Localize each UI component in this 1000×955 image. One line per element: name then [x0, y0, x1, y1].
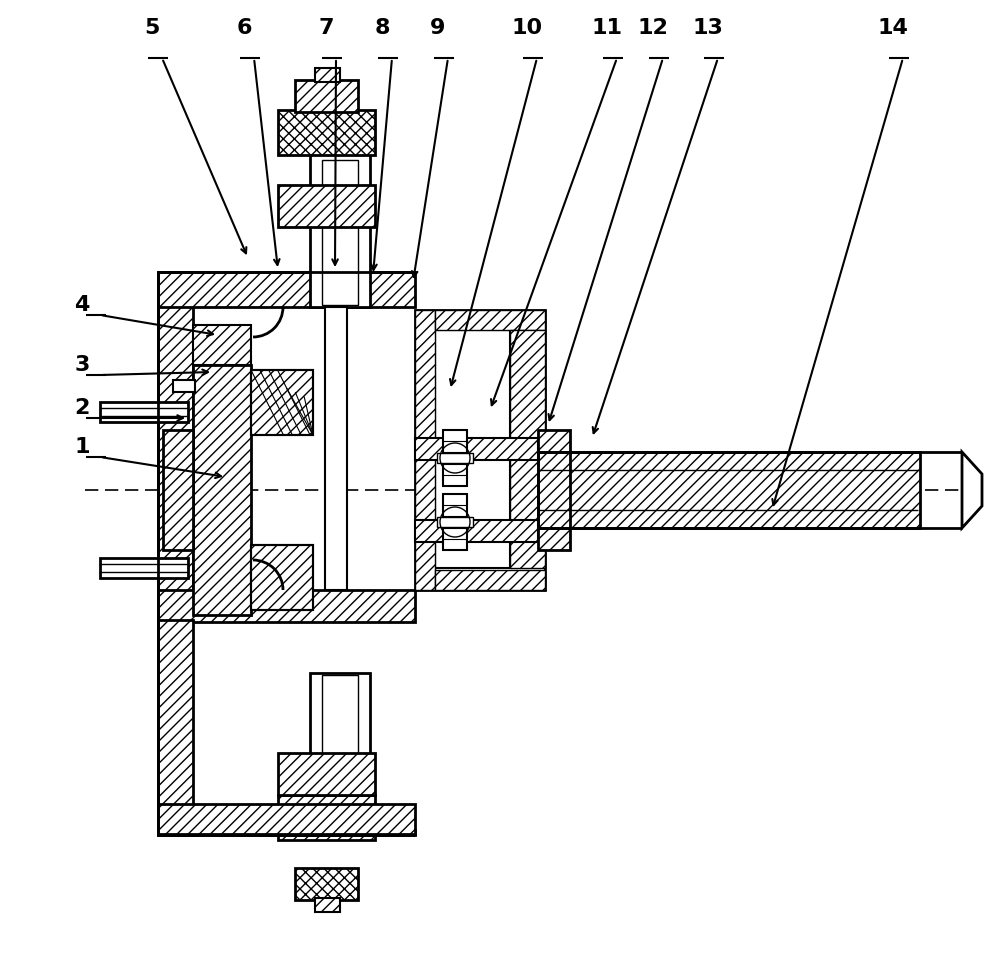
Bar	[251, 545, 313, 610]
Bar	[325, 307, 347, 590]
Bar	[278, 110, 375, 155]
Bar	[415, 310, 545, 590]
Bar	[310, 673, 370, 833]
Bar	[251, 370, 313, 435]
Bar	[278, 185, 375, 227]
Bar	[158, 830, 415, 835]
Bar	[538, 430, 570, 550]
Bar	[435, 310, 545, 330]
Text: 12: 12	[638, 18, 668, 38]
Bar	[100, 402, 188, 422]
Bar	[443, 494, 467, 550]
Text: 14: 14	[878, 18, 908, 38]
Bar	[435, 330, 510, 568]
Text: 11: 11	[592, 18, 622, 38]
Bar	[435, 570, 545, 590]
Bar	[158, 272, 193, 620]
Text: 10: 10	[511, 18, 543, 38]
Text: 6: 6	[236, 18, 252, 38]
Bar	[251, 370, 313, 435]
Bar	[538, 452, 920, 528]
Bar	[415, 438, 538, 460]
Text: 4: 4	[74, 295, 90, 315]
Bar	[315, 898, 340, 912]
Bar	[193, 365, 251, 615]
Bar	[437, 453, 473, 463]
Bar	[158, 804, 415, 834]
Text: 13: 13	[693, 18, 723, 38]
Bar	[315, 68, 340, 82]
Bar	[295, 80, 358, 112]
Bar	[295, 868, 358, 900]
Polygon shape	[962, 452, 982, 528]
Bar	[251, 545, 313, 610]
Bar	[322, 160, 358, 305]
Text: 3: 3	[74, 355, 90, 375]
Bar	[193, 325, 251, 365]
Text: 8: 8	[374, 18, 390, 38]
Bar	[173, 380, 195, 392]
Bar	[443, 430, 467, 486]
Bar	[163, 430, 193, 550]
Text: 7: 7	[318, 18, 334, 38]
Text: 9: 9	[430, 18, 446, 38]
Bar	[310, 150, 370, 307]
Bar	[158, 590, 415, 622]
Bar	[158, 272, 415, 307]
Text: 2: 2	[74, 398, 90, 418]
Bar	[278, 795, 375, 840]
Bar	[415, 520, 538, 542]
Bar	[437, 517, 473, 527]
Bar	[100, 558, 188, 578]
Bar	[158, 620, 193, 835]
Bar	[322, 675, 358, 822]
Text: 1: 1	[74, 437, 90, 457]
Bar	[510, 330, 545, 568]
Text: 5: 5	[144, 18, 160, 38]
Bar	[278, 753, 375, 795]
Bar	[415, 310, 435, 590]
